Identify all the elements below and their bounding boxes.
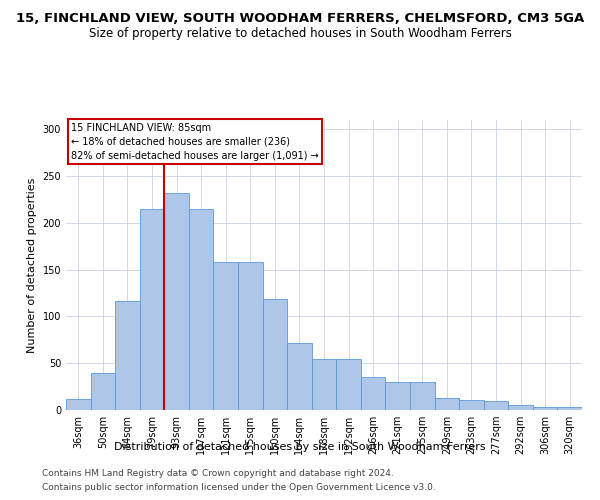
Text: 15, FINCHLAND VIEW, SOUTH WOODHAM FERRERS, CHELMSFORD, CM3 5GA: 15, FINCHLAND VIEW, SOUTH WOODHAM FERRER… [16,12,584,26]
Bar [115,300,140,410]
Bar [189,209,214,410]
Bar [263,298,287,410]
Text: 15 FINCHLAND VIEW: 85sqm
← 18% of detached houses are smaller (236)
82% of semi-: 15 FINCHLAND VIEW: 85sqm ← 18% of detach… [71,123,319,161]
Bar [312,358,336,410]
Bar [533,407,557,410]
Text: Distribution of detached houses by size in South Woodham Ferrers: Distribution of detached houses by size … [114,442,486,452]
Bar [508,406,533,410]
Text: Contains public sector information licensed under the Open Government Licence v3: Contains public sector information licen… [42,484,436,492]
Bar [91,372,115,410]
Bar [336,358,361,410]
Bar [164,193,189,410]
Bar [410,382,434,410]
Bar [140,209,164,410]
Bar [66,399,91,410]
Text: Size of property relative to detached houses in South Woodham Ferrers: Size of property relative to detached ho… [89,28,511,40]
Bar [238,262,263,410]
Text: Contains HM Land Registry data © Crown copyright and database right 2024.: Contains HM Land Registry data © Crown c… [42,468,394,477]
Bar [484,400,508,410]
Bar [214,262,238,410]
Bar [287,342,312,410]
Bar [361,378,385,410]
Bar [557,407,582,410]
Bar [385,382,410,410]
Bar [459,400,484,410]
Bar [434,398,459,410]
Y-axis label: Number of detached properties: Number of detached properties [27,178,37,352]
